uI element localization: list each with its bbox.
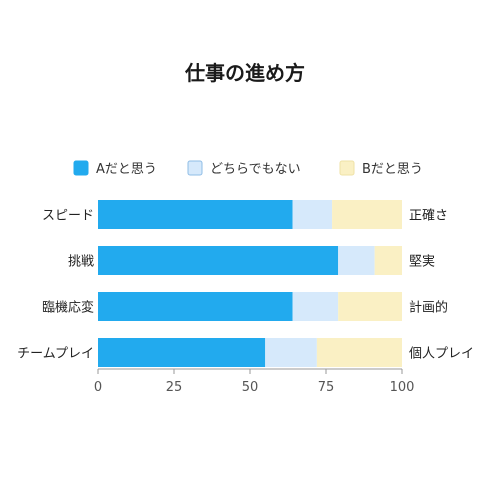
category-label-right-3: 計画的 (409, 300, 448, 316)
legend-swatch-1 (73, 160, 89, 176)
x-tick-label-3: 50 (242, 380, 259, 395)
bar-2-series-3 (374, 246, 402, 275)
category-label-right-2: 堅実 (409, 254, 435, 270)
category-label-left-2: 挑戦 (68, 255, 94, 270)
bar-1-series-1 (98, 200, 293, 229)
x-tick-label-2: 25 (166, 380, 183, 395)
x-axis: 0 25 50 75 100 (94, 368, 415, 395)
legend-label-2: どちらでもない (210, 162, 301, 177)
legend-label-1: Aだと思う (96, 162, 157, 177)
x-tick-label-5: 100 (390, 380, 415, 395)
category-label-left-1: スピード (42, 209, 94, 224)
category-label-right-4: 個人プレイ (409, 347, 474, 362)
bar-4-series-2 (265, 338, 317, 367)
bar-3-series-1 (98, 292, 293, 321)
x-tick-label-1: 0 (94, 380, 102, 395)
bar-3-series-3 (338, 292, 402, 321)
category-label-right-1: 正確さ (409, 208, 448, 224)
legend-label-3: Bだと思う (362, 162, 423, 177)
bar-4-series-3 (316, 338, 402, 367)
legend: Aだと思う どちらでもない Bだと思う (73, 160, 423, 177)
category-label-left-3: 臨機応変 (42, 300, 94, 316)
bar-1-series-2 (292, 200, 333, 229)
chart-title: 仕事の進め方 (184, 61, 305, 85)
bar-1-series-3 (332, 200, 402, 229)
legend-swatch-2 (187, 160, 203, 176)
legend-swatch-3 (339, 160, 355, 176)
bar-3-series-2 (292, 292, 339, 321)
bar-2-series-1 (98, 246, 339, 275)
x-tick-label-4: 75 (318, 380, 335, 395)
bar-2-series-2 (338, 246, 375, 275)
category-label-left-4: チームプレイ (17, 347, 94, 362)
bar-4-series-1 (98, 338, 266, 367)
